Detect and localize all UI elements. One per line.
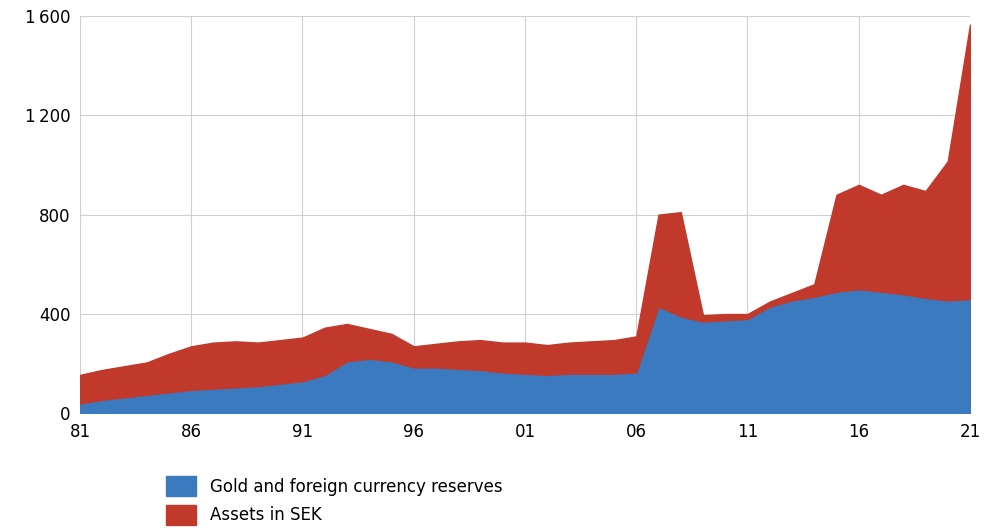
Legend: Gold and foreign currency reserves, Assets in SEK: Gold and foreign currency reserves, Asse…	[160, 470, 509, 530]
